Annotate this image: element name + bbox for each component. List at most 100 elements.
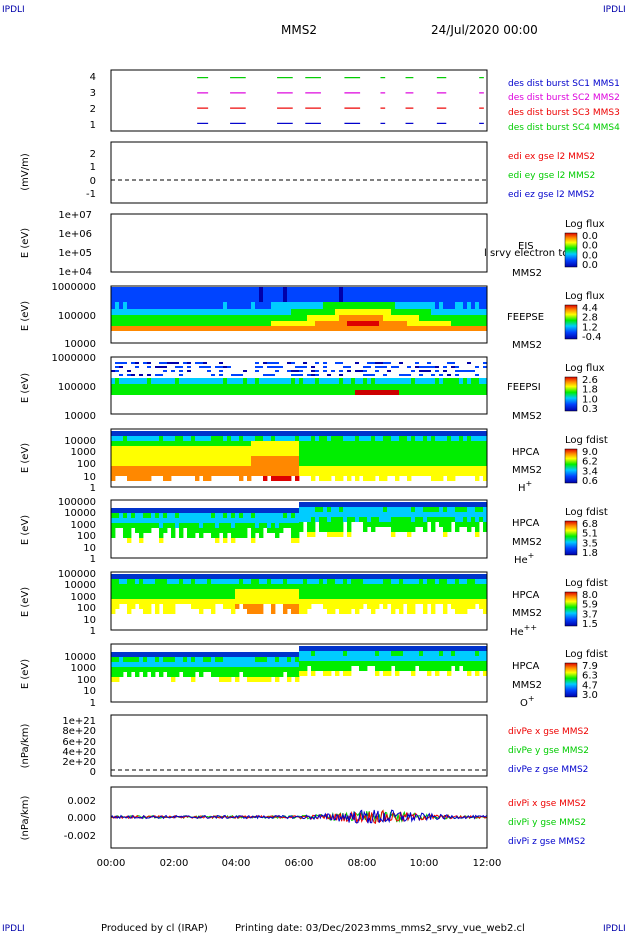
spectrogram-cell bbox=[311, 456, 316, 461]
spectrogram-cell bbox=[435, 446, 440, 451]
spectrogram-cell bbox=[419, 646, 424, 651]
spectrogram-cell bbox=[307, 451, 312, 456]
spectrogram-cell bbox=[379, 321, 384, 326]
spectrogram-cell bbox=[311, 366, 315, 368]
spectrogram-cell bbox=[159, 523, 164, 528]
spectrogram-cell bbox=[147, 471, 152, 476]
spectrogram-cell bbox=[375, 321, 380, 326]
spectrogram-cell bbox=[155, 574, 160, 579]
spectrogram-cell bbox=[231, 287, 236, 302]
spectrogram-cell bbox=[111, 431, 116, 436]
spectrogram-cell bbox=[147, 441, 152, 446]
spectrogram-cell bbox=[379, 656, 384, 661]
spectrogram-cell bbox=[115, 589, 120, 594]
spectrogram-cell bbox=[267, 374, 271, 376]
spectrogram-cell bbox=[335, 384, 340, 390]
spectrogram-cell bbox=[335, 661, 340, 666]
spectrogram-cell bbox=[295, 366, 299, 368]
spectrogram-cell bbox=[199, 508, 204, 513]
spectrogram-cell bbox=[287, 599, 292, 604]
spectrogram-cell bbox=[351, 436, 356, 441]
spectrogram-cell bbox=[463, 594, 468, 599]
spectrogram-cell bbox=[427, 512, 432, 517]
spectrogram-cell bbox=[407, 517, 412, 522]
spectrogram-cell bbox=[271, 518, 276, 523]
spectrogram-cell bbox=[287, 441, 292, 446]
spectrogram-cell bbox=[255, 384, 260, 390]
spectrogram-cell bbox=[131, 667, 136, 672]
spectrogram-cell bbox=[423, 656, 428, 661]
spectrogram-cell bbox=[419, 461, 424, 466]
spectrogram-cell bbox=[483, 646, 488, 651]
spectrogram-cell bbox=[383, 362, 387, 364]
spectrogram-cell bbox=[151, 579, 156, 584]
spectrogram-cell bbox=[483, 656, 488, 661]
spectrogram-cell bbox=[419, 374, 423, 376]
spectrogram-cell bbox=[471, 456, 476, 461]
spectrogram-cell bbox=[187, 662, 192, 667]
colorbar-tick-label: 1.8 bbox=[582, 548, 598, 559]
spectrogram-cell bbox=[191, 589, 196, 594]
spectrogram-cell bbox=[211, 579, 216, 584]
spectrogram-cell bbox=[479, 594, 484, 599]
spectrogram-cell bbox=[123, 315, 128, 321]
spectrogram-cell bbox=[215, 657, 220, 662]
spectrogram-cell bbox=[435, 451, 440, 456]
spectrogram-cell bbox=[283, 662, 288, 667]
spectrogram-cell bbox=[403, 527, 408, 532]
spectrogram-cell bbox=[187, 584, 192, 589]
spectrogram-cell bbox=[391, 532, 396, 537]
spectrogram-cell bbox=[275, 466, 280, 471]
spectrogram-cell bbox=[271, 574, 276, 579]
spectrogram-cell bbox=[447, 384, 452, 390]
spectrogram-cell bbox=[259, 672, 264, 677]
spectrogram-cell bbox=[255, 315, 260, 321]
spectrogram-cell bbox=[339, 370, 343, 372]
spectrogram-cell bbox=[155, 451, 160, 456]
spectrogram-cell bbox=[183, 594, 188, 599]
spectrogram-cell bbox=[287, 384, 292, 390]
species-label: O+ bbox=[520, 694, 535, 709]
spectrogram-cell bbox=[191, 456, 196, 461]
spectrogram-cell bbox=[435, 476, 440, 481]
spectrogram-cell bbox=[247, 441, 252, 446]
spectrogram-cell bbox=[251, 431, 256, 436]
species-name: O bbox=[520, 698, 528, 709]
spectrogram-cell bbox=[355, 287, 360, 302]
spectrogram-cell bbox=[415, 384, 420, 390]
panel-eis: 1e+07 1e+06 1e+05 1e+04 E (eV) EIS MMS2 … bbox=[20, 210, 568, 279]
spectrogram-cell bbox=[427, 574, 432, 579]
spectrogram-cell bbox=[455, 594, 460, 599]
spectrogram-cell bbox=[387, 326, 392, 331]
spacecraft-label: MMS2 bbox=[512, 465, 542, 476]
spectrogram-cell bbox=[139, 513, 144, 518]
spectrogram-cell bbox=[459, 384, 464, 390]
spectrogram-cell bbox=[279, 513, 284, 518]
spectrogram-cell bbox=[303, 446, 308, 451]
spectrogram-cell bbox=[383, 326, 388, 331]
spectrogram-cell bbox=[435, 390, 440, 395]
spectrogram-cell bbox=[127, 672, 132, 677]
spectrogram-cell bbox=[271, 441, 276, 446]
spectrogram-cell bbox=[443, 604, 448, 609]
spectrogram-cell bbox=[263, 374, 267, 376]
spectrogram-cell bbox=[451, 517, 456, 522]
spectrogram-cell bbox=[155, 604, 160, 609]
spectrogram-cell bbox=[447, 309, 452, 315]
spectrogram-cell bbox=[355, 584, 360, 589]
spectrogram-cell bbox=[427, 302, 432, 309]
spectrogram-cell bbox=[223, 652, 228, 657]
panel-burst-frame bbox=[110, 69, 488, 132]
spectrogram-cell bbox=[251, 528, 256, 533]
spectrogram-cell bbox=[263, 471, 268, 476]
spectrogram-cell bbox=[371, 656, 376, 661]
spectrogram-cell bbox=[163, 315, 168, 321]
spectrogram-cell bbox=[235, 378, 240, 384]
spectrogram-cell bbox=[219, 374, 223, 376]
spectrogram-cell bbox=[235, 451, 240, 456]
spectrogram-cell bbox=[255, 302, 260, 309]
spectrogram-cell bbox=[259, 677, 264, 682]
spectrogram-cell bbox=[459, 446, 464, 451]
spectrogram-cell bbox=[351, 599, 356, 604]
spectrogram-cell bbox=[315, 517, 320, 522]
